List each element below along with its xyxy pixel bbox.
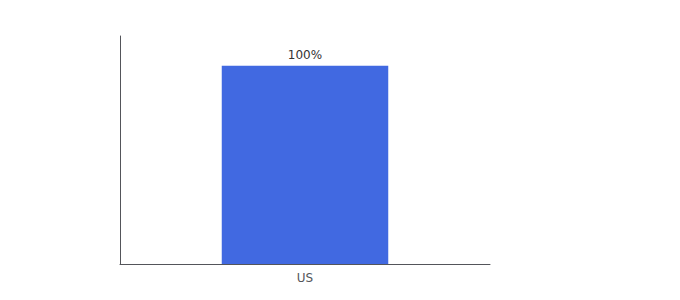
svg-text:100%: 100% xyxy=(288,48,322,62)
svg-text:US: US xyxy=(297,271,313,285)
